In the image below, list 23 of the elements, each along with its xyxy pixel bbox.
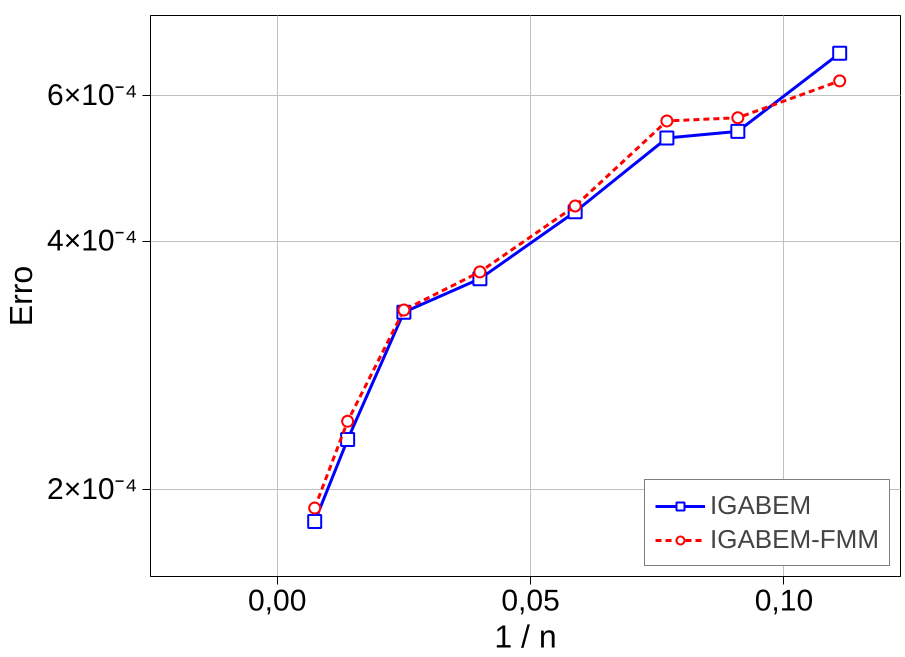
x-tick-label: 0,10 — [754, 584, 814, 618]
point — [731, 111, 744, 124]
point — [397, 304, 410, 317]
y-tick-label: 2×10⁻⁴ — [47, 473, 138, 506]
point — [307, 514, 322, 530]
x-tick-label: 0,00 — [248, 584, 306, 618]
legend-label: IGABEM — [710, 490, 812, 521]
point — [659, 130, 674, 146]
point — [660, 114, 674, 128]
point — [341, 414, 354, 428]
point — [832, 46, 848, 61]
point — [473, 265, 486, 278]
legend-label: IGABEM-FMM — [710, 524, 879, 555]
x-tick-label: 0,05 — [501, 584, 560, 618]
point — [568, 200, 582, 212]
point — [730, 124, 746, 139]
point — [340, 432, 356, 448]
point — [833, 74, 846, 88]
y-tick-label: 4×10⁻⁴ — [47, 224, 138, 258]
point — [308, 502, 322, 515]
y-tick-label: 6×10⁻⁴ — [47, 79, 138, 112]
x-axis-title: 1 / n — [494, 618, 557, 654]
y-axis-title: Erro — [3, 266, 40, 326]
